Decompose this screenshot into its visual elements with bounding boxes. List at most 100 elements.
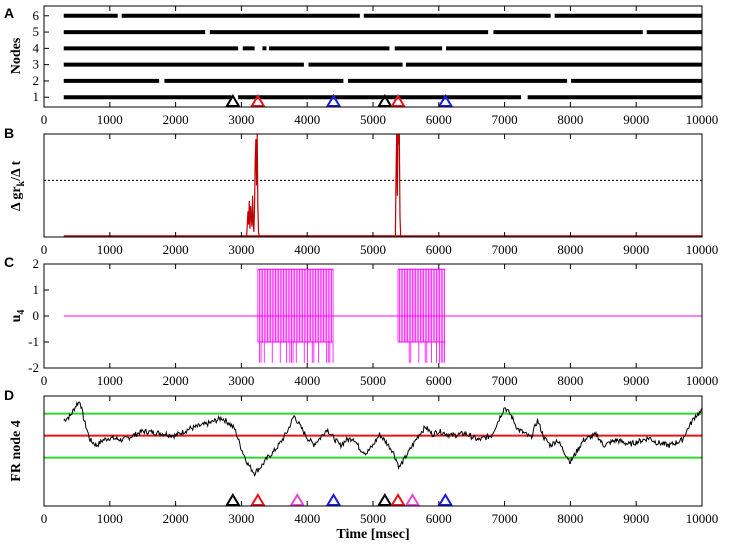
xtick-label: 8000	[557, 242, 583, 257]
panel-label-a: A	[4, 5, 14, 21]
panel-d-frame	[43, 395, 703, 507]
panel-a-ylabel: Nodes	[9, 37, 24, 74]
xtick-label: 7000	[492, 242, 518, 257]
panel-b-ylabel-rest: /Δ t	[9, 160, 24, 181]
panel-c-ylabel-main: u	[9, 314, 24, 322]
panel-a-raster	[63, 13, 702, 100]
panel-d-xlabel: Time [msec]	[336, 527, 409, 542]
xtick-label: 4000	[294, 112, 320, 127]
panel-label-c: C	[4, 254, 14, 270]
panel-d-hlines	[44, 412, 702, 459]
xtick-label: 0	[41, 373, 48, 388]
xtick-label: 5000	[360, 511, 386, 526]
event-marker	[437, 94, 454, 107]
xtick-label: 5000	[360, 242, 386, 257]
panel-b-ylabel-sub: k	[16, 180, 27, 186]
xtick-label: 3000	[228, 511, 254, 526]
xtick-label: 2000	[163, 242, 189, 257]
event-marker	[325, 493, 342, 506]
panel-d-xticks: 0 1000 2000 3000 4000 5000 6000 7000 8000 9000 100…	[41, 396, 719, 526]
ytick-label: -1	[28, 334, 39, 349]
xtick-label: 0	[41, 242, 48, 257]
xtick-label: 9000	[623, 112, 649, 127]
xtick-label: 1000	[97, 112, 123, 127]
xtick-label: 5000	[360, 112, 386, 127]
xtick-label: 3000	[228, 373, 254, 388]
xtick-label: 1000	[97, 511, 123, 526]
xtick-label: 7000	[492, 511, 518, 526]
panel-a-yticks: 123 456	[33, 8, 49, 104]
event-marker	[437, 493, 454, 506]
ytick-label: -2	[28, 360, 39, 375]
panel-b-xticks: 0 1000 2000 3000 4000 5000 6000 7000 8000 9000 100…	[41, 134, 719, 257]
xtick-label: 8000	[557, 511, 583, 526]
xtick-label: 2000	[163, 112, 189, 127]
event-marker	[250, 94, 266, 107]
xtick-label: 10000	[686, 242, 719, 257]
event-marker	[390, 493, 406, 506]
xtick-label: 6000	[426, 373, 452, 388]
panel-c-yticks: -2 -1 0 1 2	[28, 256, 49, 375]
ytick-label: 2	[33, 256, 40, 271]
xtick-label: 3000	[228, 242, 254, 257]
xtick-label: 0	[41, 511, 48, 526]
event-marker	[289, 493, 306, 506]
event-marker	[325, 94, 342, 107]
panel-c-bursts	[257, 268, 446, 363]
xtick-label: 4000	[294, 373, 320, 388]
event-marker	[250, 493, 266, 506]
xtick-label: 8000	[557, 373, 583, 388]
ytick-label: 3	[33, 57, 40, 72]
ytick-label: 6	[33, 8, 40, 23]
panel-c-xticks: 0 1000 2000 3000 4000 5000 6000 7000 8000 9000 100…	[41, 264, 719, 388]
panel-b-line	[246, 133, 402, 237]
panel-a-frame	[43, 5, 703, 108]
panel-b-ylabel: Δ grk/Δ t	[9, 160, 27, 211]
xtick-label: 9000	[623, 511, 649, 526]
panel-a: A 123 456 0 1000 2000 3000 4000 5000 6000 7000 80…	[4, 5, 718, 127]
xtick-label: 2000	[163, 373, 189, 388]
xtick-label: 4000	[294, 511, 320, 526]
ytick-label: 1	[33, 89, 40, 104]
xtick-label: 10000	[686, 511, 719, 526]
panel-b-ylabel-main: Δ gr	[9, 186, 24, 211]
xtick-label: 9000	[623, 242, 649, 257]
panel-c-ylabel-sub: 4	[16, 310, 27, 315]
xtick-label: 6000	[426, 242, 452, 257]
xtick-label: 6000	[426, 511, 452, 526]
panel-c: C -2 -1 0 1 2 0 1000 2000 3000 4000 5000 6000 7000 8…	[4, 254, 718, 388]
event-marker	[225, 94, 241, 107]
xtick-label: 2000	[163, 511, 189, 526]
panel-d-ylabel: FR node 4	[9, 420, 24, 481]
panel-b-frame	[43, 133, 703, 238]
xtick-label: 3000	[228, 112, 254, 127]
panel-d-line	[63, 400, 703, 477]
xtick-label: 5000	[360, 373, 386, 388]
panel-d: D 0 1000 2000 3000 4000 5000 6000 7000 8000 9000 1…	[4, 387, 718, 542]
xtick-label: 4000	[294, 242, 320, 257]
xtick-label: 1000	[97, 373, 123, 388]
event-marker	[377, 94, 393, 107]
panel-label-b: B	[4, 125, 14, 141]
event-marker	[404, 493, 421, 506]
xtick-label: 0	[41, 112, 48, 127]
xtick-label: 7000	[492, 373, 518, 388]
ytick-label: 0	[33, 308, 40, 323]
xtick-label: 10000	[686, 112, 719, 127]
ytick-label: 5	[33, 24, 40, 39]
xtick-label: 7000	[492, 112, 518, 127]
ytick-label: 2	[33, 73, 40, 88]
event-marker	[225, 493, 241, 506]
xtick-label: 8000	[557, 112, 583, 127]
panel-a-markers	[225, 94, 454, 107]
event-marker	[390, 94, 406, 107]
event-marker	[377, 493, 393, 506]
panel-label-d: D	[4, 387, 14, 403]
xtick-label: 1000	[97, 242, 123, 257]
xtick-label: 10000	[686, 373, 719, 388]
panel-b: B 0 1000 2000 3000 4000 5000 6000 7000 8000 9000 1…	[4, 125, 718, 257]
xtick-label: 6000	[426, 112, 452, 127]
ytick-label: 1	[33, 282, 40, 297]
panel-a-xticks: 0 1000 2000 3000 4000 5000 6000 7000 8000 9000 100…	[41, 6, 719, 127]
